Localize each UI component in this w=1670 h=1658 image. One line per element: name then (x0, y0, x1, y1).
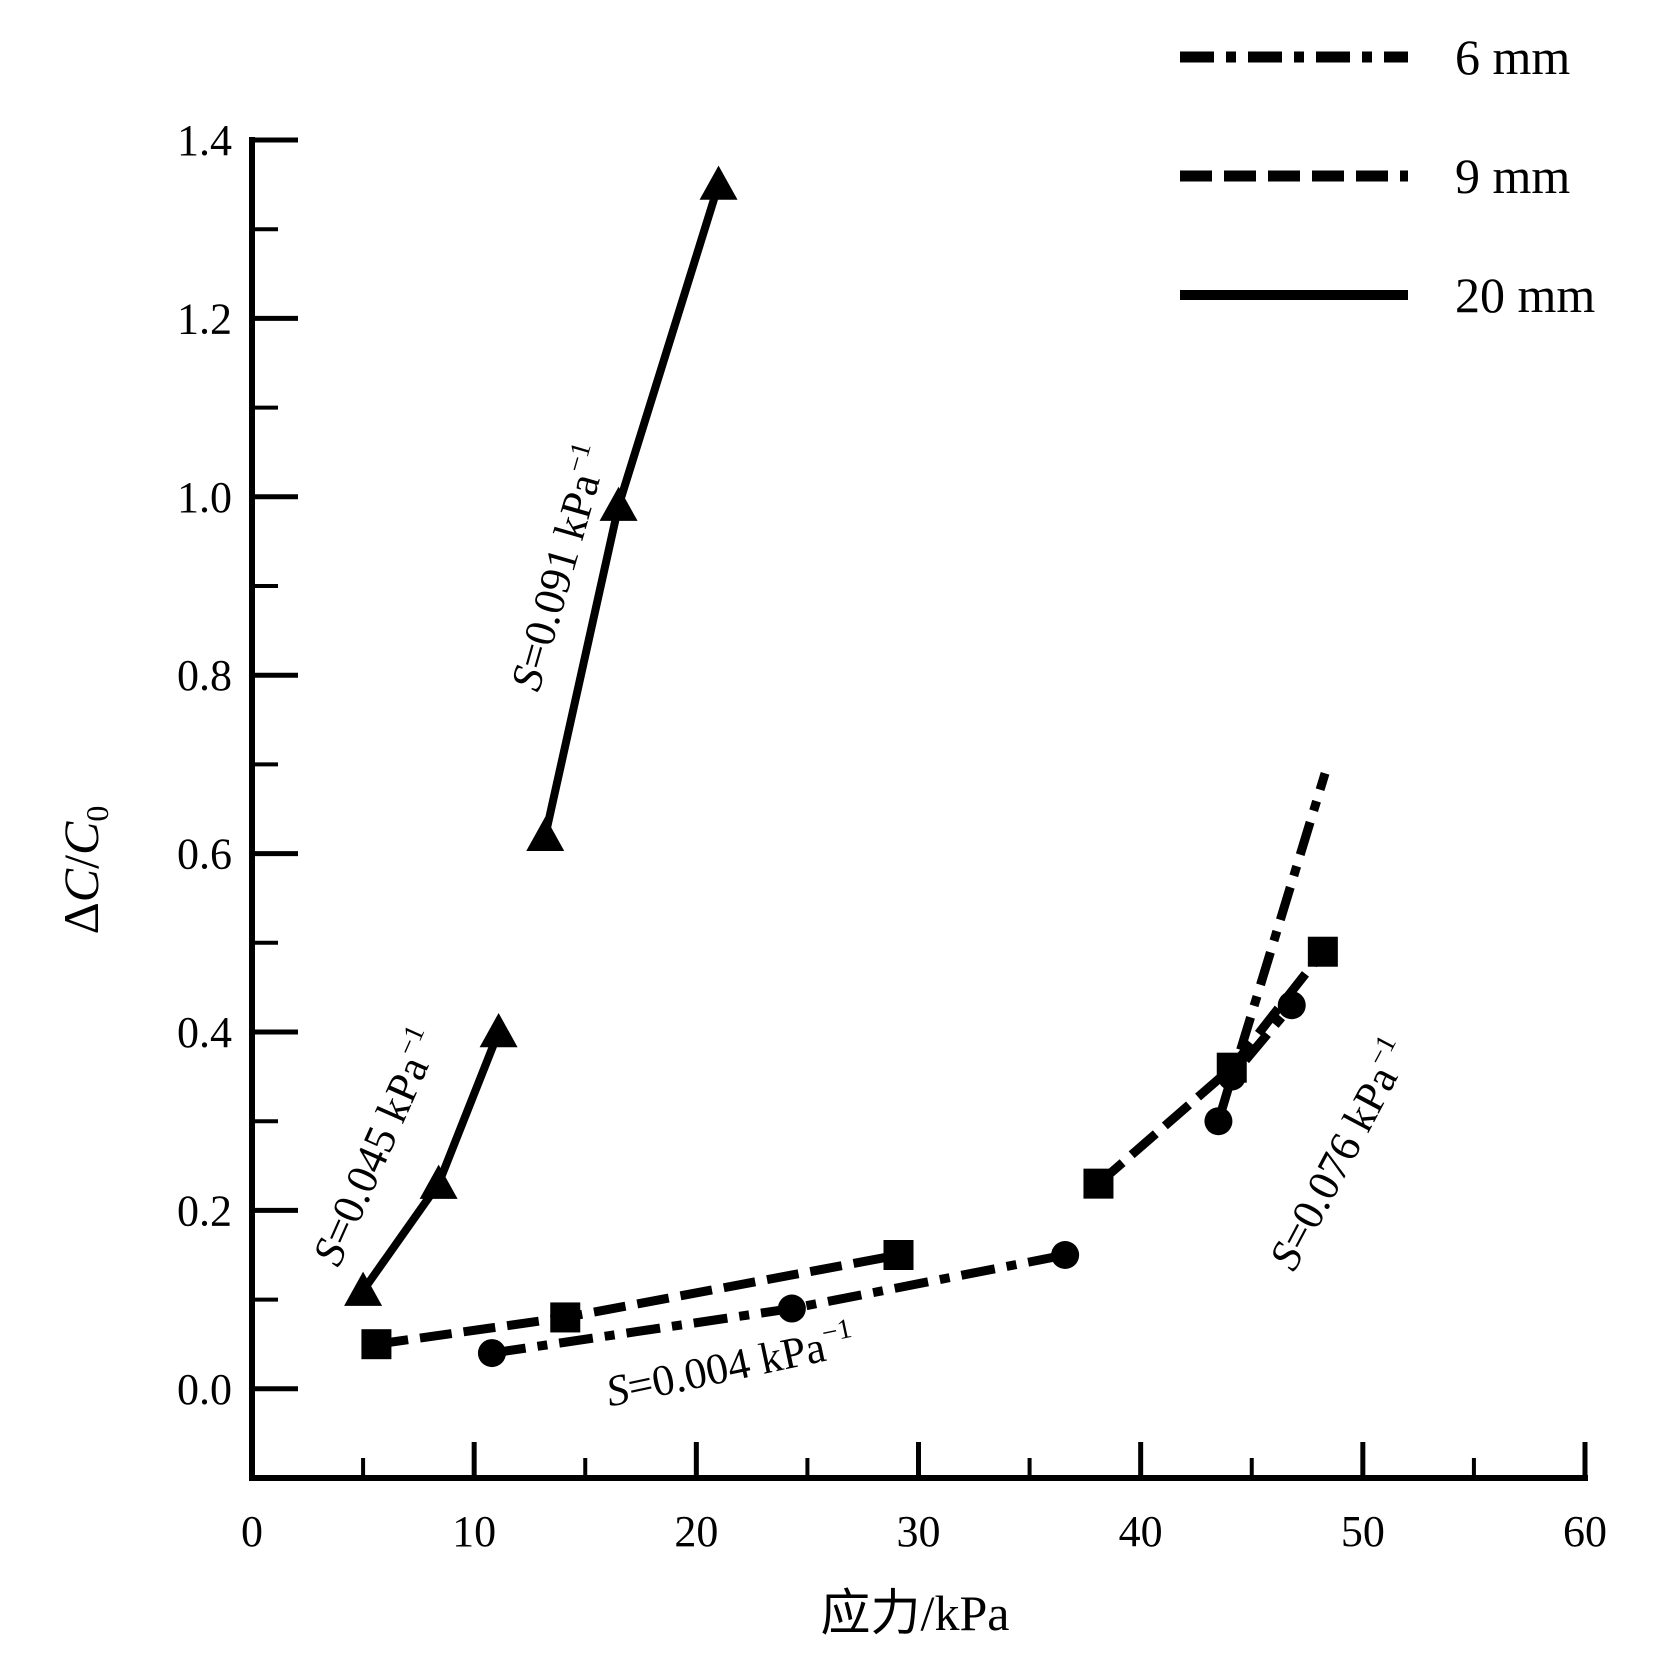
x-axis-title: 应力/kPa (821, 1585, 1010, 1641)
series-9mm-square-marker (550, 1302, 581, 1333)
y-tick-label: 1.4 (177, 116, 232, 165)
series-20mm-triangle-marker (699, 165, 738, 200)
x-tick-label: 20 (674, 1507, 718, 1556)
series-9mm (361, 936, 1338, 1360)
series-6mm-extension-line (1236, 772, 1330, 1052)
legend-label: 9 mm (1455, 148, 1570, 204)
slope-annotation: S=0.076 kPa−1 (1257, 1030, 1422, 1277)
series-9mm-square-marker (1307, 936, 1338, 967)
series-20mm-triangle-marker (419, 1164, 458, 1199)
series-6mm-circle-marker (1051, 1241, 1080, 1269)
x-tick-label: 60 (1563, 1507, 1607, 1556)
y-tick-label: 1.2 (177, 294, 232, 343)
series-20mm-triangle-marker (344, 1271, 383, 1306)
legend: 6 mm 9 mm 20 mm (1180, 29, 1595, 323)
slope-annotation: S=0.091 kPa−1 (498, 439, 618, 696)
x-tick-label: 10 (452, 1507, 496, 1556)
y-tick-label: 0.2 (177, 1186, 232, 1235)
series-6mm-circle-marker (777, 1294, 806, 1323)
y-tick-label: 1.0 (177, 473, 232, 522)
series-6mm-circle-marker (477, 1339, 506, 1368)
series-20mm (344, 165, 738, 1306)
x-tick-label: 50 (1341, 1507, 1385, 1556)
y-tick-label: 0.4 (177, 1008, 232, 1057)
legend-label: 20 mm (1455, 267, 1595, 323)
series-9mm-square-marker (1083, 1168, 1114, 1199)
annotation-layer: S=0.091 kPa−1S=0.045 kPa−1S=0.076 kPa−1S… (300, 439, 1422, 1417)
legend-label: 6 mm (1455, 29, 1570, 85)
x-tick-label: 40 (1119, 1507, 1163, 1556)
y-tick-label: 0.0 (177, 1365, 232, 1414)
series-20mm-triangle-marker (599, 486, 638, 521)
series-layer (344, 165, 1338, 1368)
y-tick-label: 0.6 (177, 830, 232, 879)
slope-annotation: S=0.045 kPa−1 (300, 1021, 450, 1273)
y-tick-label: 0.8 (177, 651, 232, 700)
series-9mm-line (1095, 948, 1327, 1188)
x-tick-label: 0 (241, 1507, 263, 1556)
series-6mm (477, 772, 1330, 1368)
series-6mm-circle-marker (1204, 1107, 1233, 1136)
series-9mm-square-marker (361, 1329, 392, 1360)
x-tick-label: 30 (897, 1507, 941, 1556)
series-20mm-triangle-marker (479, 1013, 518, 1048)
axes: 0 10 20 30 40 50 60 0.0 0.2 0.4 0.6 0.8 1.0 1.2 1.4 (177, 116, 1607, 1556)
series-20mm-triangle-marker (526, 816, 565, 851)
series-9mm-square-marker (883, 1240, 914, 1270)
y-axis-title: ΔC/C0 (53, 806, 115, 935)
series-9mm-square-marker (1216, 1052, 1247, 1083)
